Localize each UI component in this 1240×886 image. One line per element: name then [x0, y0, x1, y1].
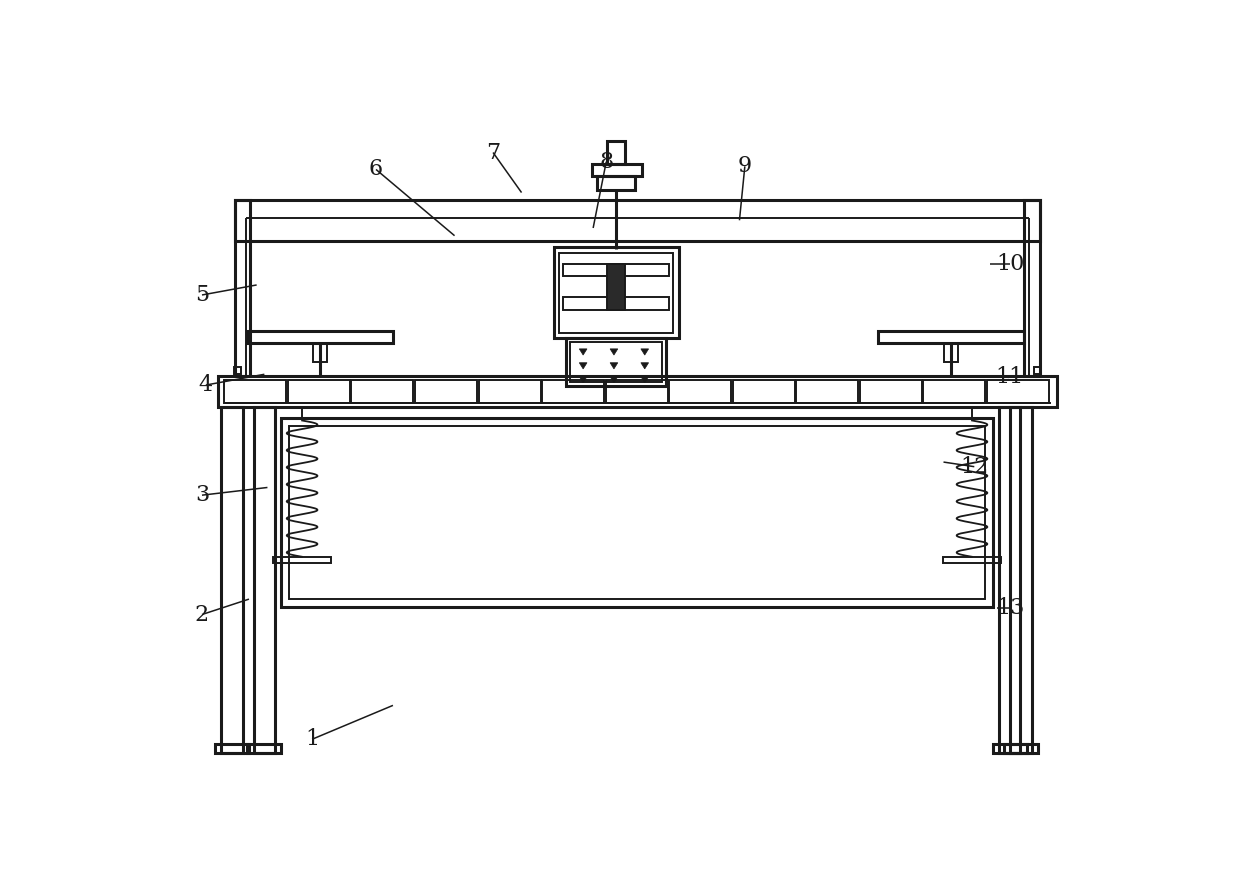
Bar — [993, 744, 1027, 753]
Polygon shape — [579, 362, 587, 369]
Bar — [999, 407, 1021, 753]
Bar — [246, 241, 250, 376]
Bar — [942, 556, 1001, 563]
Bar — [554, 247, 678, 338]
Bar — [591, 164, 641, 176]
Polygon shape — [641, 377, 649, 383]
Bar — [945, 344, 959, 362]
Bar — [479, 380, 541, 403]
Polygon shape — [641, 349, 649, 355]
Bar — [559, 253, 673, 333]
Bar — [215, 744, 249, 753]
Polygon shape — [610, 362, 618, 369]
Text: 12: 12 — [960, 455, 988, 478]
Bar — [218, 376, 1056, 407]
Bar — [288, 380, 350, 403]
Bar — [253, 407, 275, 753]
Text: 9: 9 — [738, 155, 751, 177]
Bar — [608, 141, 625, 164]
Text: 3: 3 — [195, 484, 210, 506]
Bar — [233, 367, 242, 374]
Text: 6: 6 — [370, 159, 383, 181]
Bar — [596, 176, 635, 190]
Polygon shape — [641, 362, 649, 369]
Bar — [567, 338, 666, 385]
Polygon shape — [579, 377, 587, 383]
Text: 10: 10 — [996, 253, 1024, 276]
Bar — [289, 426, 985, 599]
Bar — [608, 264, 625, 310]
Bar — [224, 380, 286, 403]
Bar — [1011, 407, 1032, 753]
Bar — [878, 331, 1024, 344]
Bar — [221, 407, 243, 753]
Bar — [273, 556, 331, 563]
Bar — [563, 264, 670, 276]
Bar — [1034, 367, 1042, 374]
Bar — [1004, 744, 1038, 753]
Polygon shape — [610, 377, 618, 383]
Bar — [796, 380, 858, 403]
Bar — [247, 331, 393, 344]
Bar — [570, 342, 662, 382]
Bar — [248, 744, 281, 753]
Bar — [859, 380, 921, 403]
Bar — [351, 380, 413, 403]
Bar — [312, 344, 326, 362]
Text: 13: 13 — [996, 597, 1024, 619]
Bar — [924, 380, 986, 403]
Bar — [670, 380, 732, 403]
Bar — [987, 380, 1049, 403]
Text: 8: 8 — [599, 151, 614, 173]
Text: 1: 1 — [305, 728, 319, 750]
Bar — [542, 380, 604, 403]
Bar — [236, 200, 1040, 241]
Bar — [1024, 241, 1029, 376]
Text: 7: 7 — [486, 142, 500, 164]
Bar — [563, 298, 670, 309]
Bar — [605, 380, 667, 403]
Text: 4: 4 — [198, 374, 213, 396]
Bar — [733, 380, 795, 403]
Text: 5: 5 — [195, 284, 210, 306]
Text: 11: 11 — [994, 366, 1023, 388]
Bar — [236, 200, 250, 376]
Bar — [1024, 200, 1040, 376]
Polygon shape — [579, 349, 587, 355]
Bar — [281, 418, 993, 607]
Polygon shape — [610, 349, 618, 355]
Bar — [415, 380, 477, 403]
Text: 2: 2 — [195, 603, 210, 626]
